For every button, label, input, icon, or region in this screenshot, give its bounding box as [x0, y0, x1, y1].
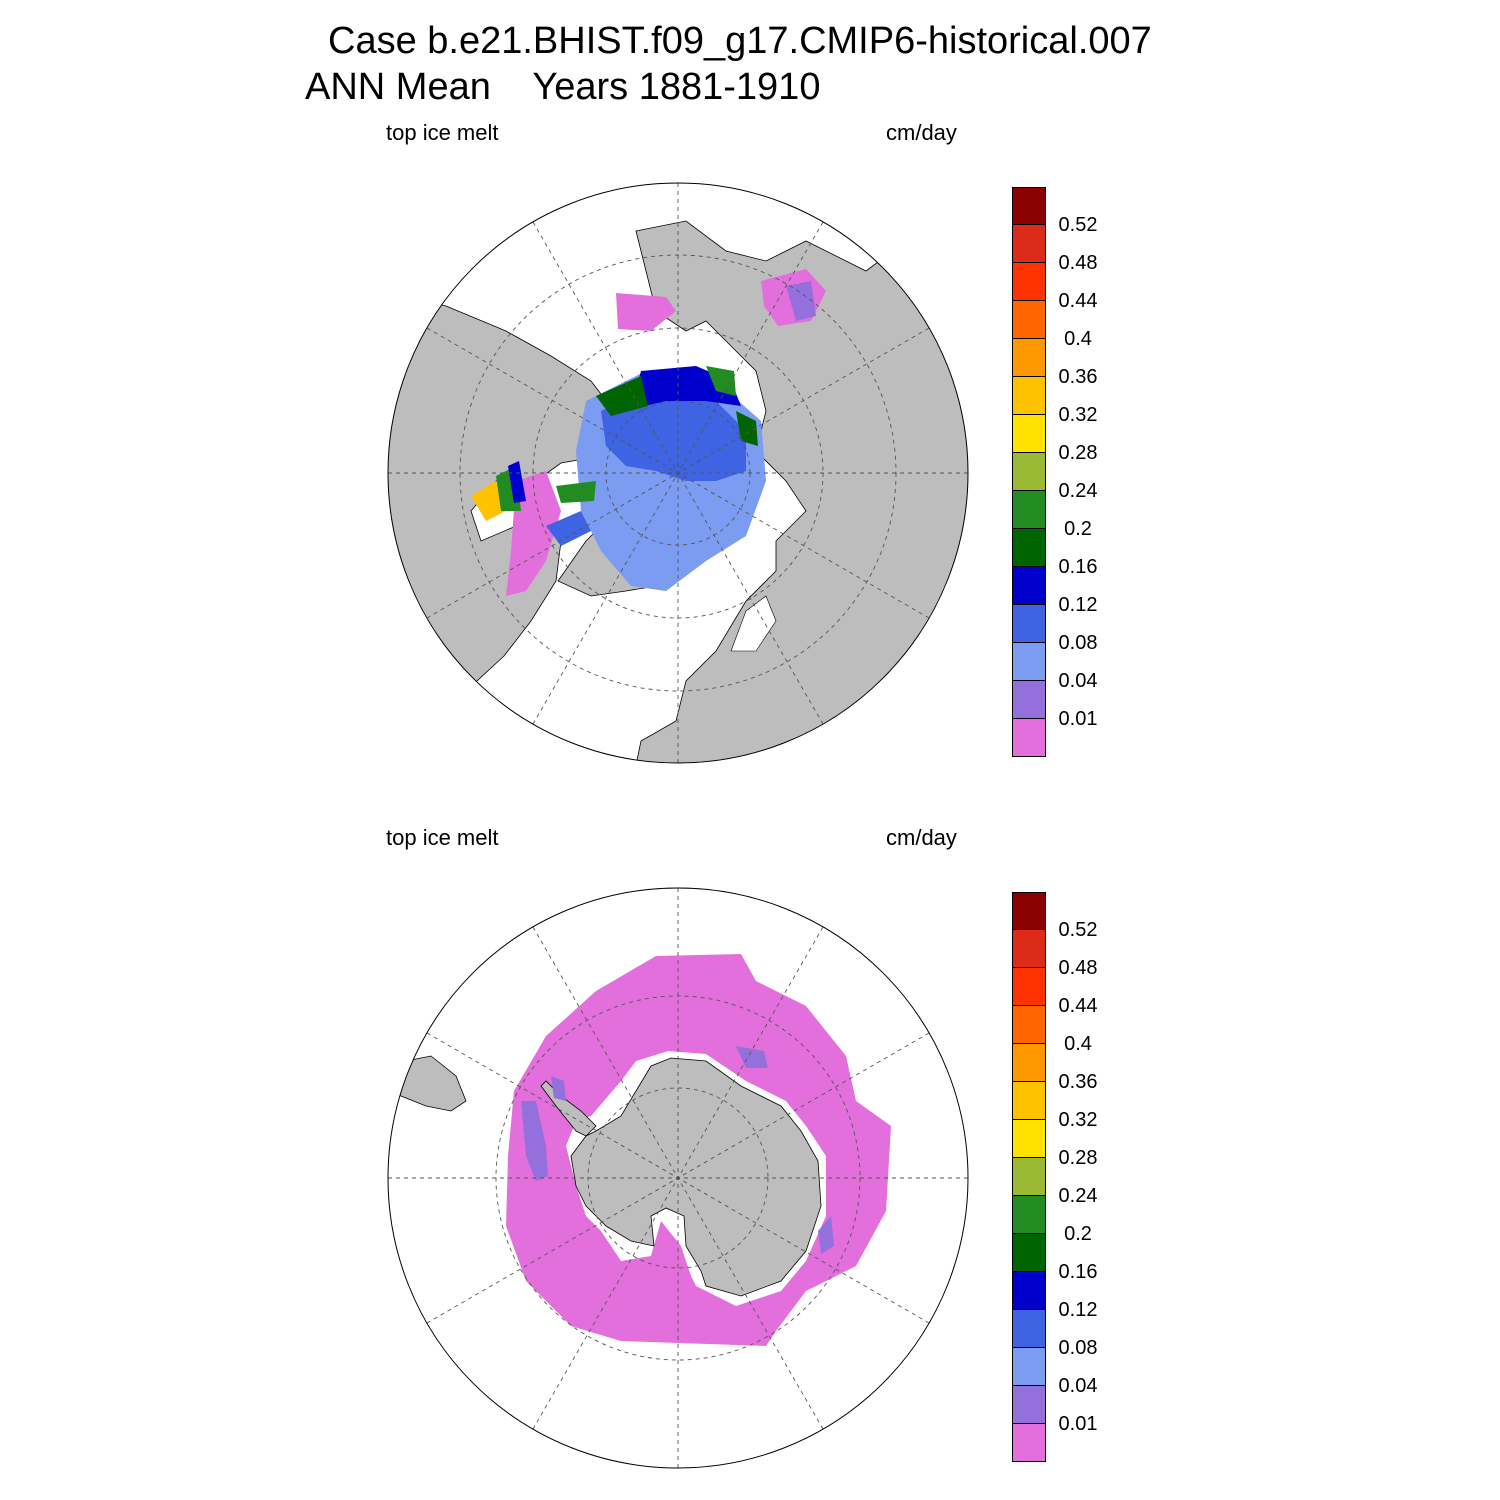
map-boundary [387, 182, 969, 764]
colorbar-bin [1012, 187, 1046, 225]
colorbar-bin [1012, 930, 1046, 968]
colorbar-tick-label: 0.2 [1064, 1223, 1092, 1245]
colorbar-bin [1012, 415, 1046, 453]
colorbar-bin [1012, 643, 1046, 681]
colorbar-bin [1012, 1082, 1046, 1120]
colorbar-tick-label: 0.52 [1058, 214, 1098, 236]
colorbar-bin [1012, 301, 1046, 339]
ice-melt-mid-arctic [601, 386, 746, 481]
colorbar-tick-label: 0.32 [1058, 1109, 1098, 1131]
colorbar-tick-label: 0.16 [1058, 1261, 1098, 1283]
colorbar-tick-label: 0.36 [1058, 366, 1098, 388]
land-scandinavia-water [730, 595, 777, 652]
colorbar-bin [1012, 1424, 1046, 1462]
colorbar-tick-label: 0.28 [1058, 442, 1098, 464]
colorbar-bin [1012, 491, 1046, 529]
ice-melt-dark-hudson [508, 461, 526, 503]
colorbar-tick-label: 0.28 [1058, 1147, 1098, 1169]
north-colorbar-bins [1012, 187, 1046, 757]
colorbar-bin [1012, 1272, 1046, 1310]
colorbar-tick-label: 0.04 [1058, 1375, 1098, 1397]
colorbar-bin [1012, 377, 1046, 415]
colorbar-bin [1012, 1386, 1046, 1424]
ice-melt-pink-bering [616, 293, 676, 331]
colorbar-bin [1012, 1044, 1046, 1082]
colorbar-bin [1012, 892, 1046, 930]
ice-melt-purple-patch-2 [551, 1076, 566, 1101]
colorbar-tick-label: 0.44 [1058, 290, 1098, 312]
colorbar-tick-label: 0.24 [1058, 1185, 1098, 1207]
ice-melt-green-archipelago [556, 481, 596, 503]
colorbar-bin [1012, 1006, 1046, 1044]
colorbar-tick-label: 0.24 [1058, 480, 1098, 502]
colorbar-tick-label: 0.48 [1058, 252, 1098, 274]
colorbar-tick-label: 0.36 [1058, 1071, 1098, 1093]
colorbar-bin [1012, 719, 1046, 757]
colorbar-tick-label: 0.32 [1058, 404, 1098, 426]
colorbar-tick-label: 0.08 [1058, 1337, 1098, 1359]
colorbar-bin [1012, 567, 1046, 605]
ice-melt-pink-ring [506, 954, 891, 1346]
figure-title-line2: ANN Mean Years 1881-1910 [305, 66, 821, 108]
ice-melt-yellow-hudson [471, 481, 506, 521]
colorbar-tick-label: 0.44 [1058, 995, 1098, 1017]
colorbar-tick-label: 0.16 [1058, 556, 1098, 578]
colorbar-tick-label: 0.48 [1058, 957, 1098, 979]
colorbar-tick-label: 0.4 [1064, 328, 1092, 350]
colorbar-bin [1012, 1348, 1046, 1386]
ice-melt-green-laptev [706, 366, 736, 396]
colorbar-tick-label: 0.01 [1058, 1413, 1098, 1435]
ice-melt-green-siberia [596, 376, 648, 416]
south-colorbar-bins [1012, 892, 1046, 1462]
colorbar-bin [1012, 681, 1046, 719]
map-boundary [387, 887, 969, 1469]
south-panel-variable-label: top ice melt [386, 825, 499, 850]
colorbar-bin [1012, 1196, 1046, 1234]
colorbar-bin [1012, 529, 1046, 567]
colorbar-bin [1012, 1158, 1046, 1196]
colorbar-bin [1012, 225, 1046, 263]
land-north-america [388, 290, 627, 742]
ice-melt-purple-patch-3 [736, 1046, 768, 1068]
north-polar-map [387, 182, 969, 764]
graticule [388, 888, 968, 1468]
colorbar-bin [1012, 1310, 1046, 1348]
colorbar-bin [1012, 339, 1046, 377]
colorbar-tick-label: 0.52 [1058, 919, 1098, 941]
north-panel-units-label: cm/day [886, 120, 957, 145]
colorbar-tick-label: 0.08 [1058, 632, 1098, 654]
ice-melt-green-kara [736, 411, 758, 446]
ice-melt-blue-foxe [546, 511, 591, 546]
colorbar-bin [1012, 453, 1046, 491]
colorbar-bin [1012, 968, 1046, 1006]
north-panel-variable-label: top ice melt [386, 120, 499, 145]
ice-melt-purple-patch-4 [818, 1216, 834, 1254]
colorbar-tick-label: 0.2 [1064, 518, 1092, 540]
colorbar-tick-label: 0.12 [1058, 594, 1098, 616]
colorbar-bin [1012, 605, 1046, 643]
figure-title-line1: Case b.e21.BHIST.f09_g17.CMIP6-historica… [328, 20, 1152, 62]
south-panel-units-label: cm/day [886, 825, 957, 850]
colorbar-bin [1012, 1120, 1046, 1158]
south-polar-map [387, 887, 969, 1469]
land-antarctica [570, 1057, 822, 1297]
ice-melt-purple-okhotsk [786, 281, 816, 321]
colorbar-tick-label: 0.12 [1058, 1299, 1098, 1321]
colorbar-tick-label: 0.4 [1064, 1033, 1092, 1055]
land-eurasia [635, 220, 968, 763]
colorbar-bin [1012, 263, 1046, 301]
ice-melt-purple-weddell [521, 1101, 548, 1181]
graticule [388, 183, 968, 763]
colorbar-bin [1012, 1234, 1046, 1272]
colorbar-tick-label: 0.04 [1058, 670, 1098, 692]
colorbar-tick-label: 0.01 [1058, 708, 1098, 730]
